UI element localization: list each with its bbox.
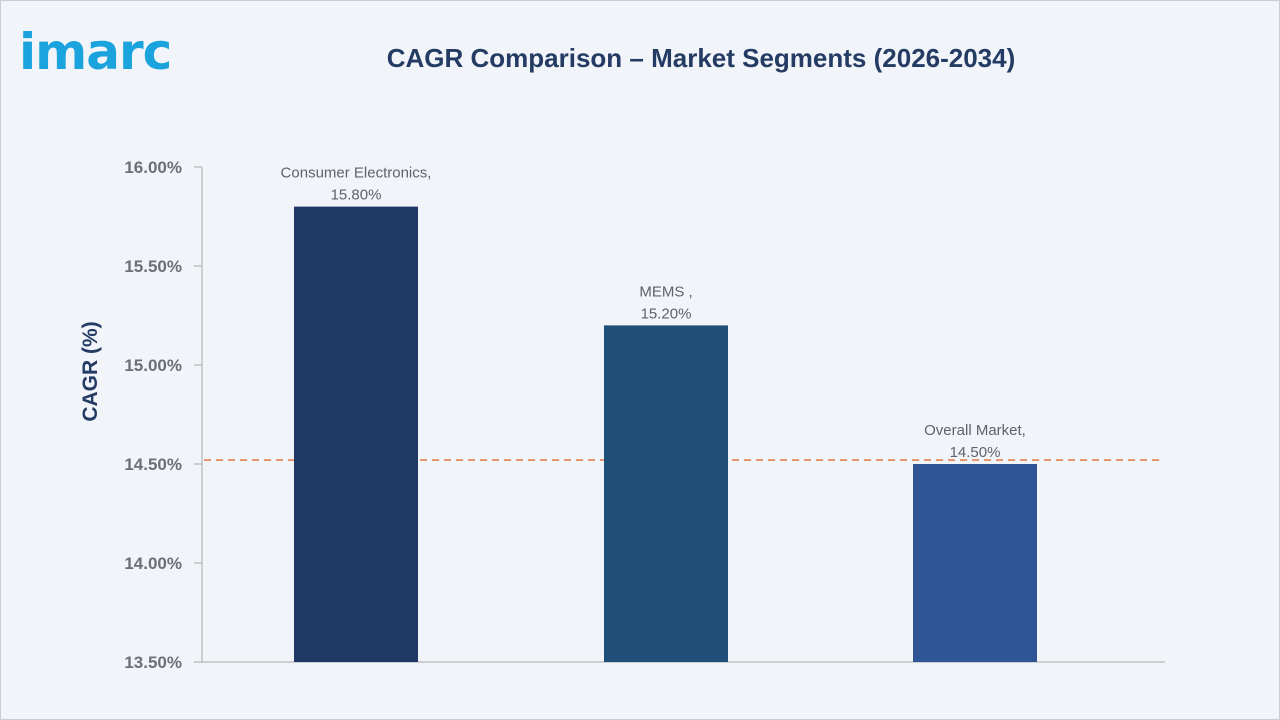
axes: 13.50% 14.00% 14.50% 15.00% 15.50% 16.00% — [124, 158, 1165, 672]
bar-data-label: MEMS , 15.20% — [639, 283, 692, 322]
bar-data-label: Overall Market, 14.50% — [924, 422, 1026, 461]
y-tick-label: 13.50% — [124, 653, 182, 672]
y-tick-label: 14.50% — [124, 455, 182, 474]
chart-title: CAGR Comparison – Market Segments (2026-… — [386, 43, 1016, 73]
y-tick-label: 14.00% — [124, 554, 182, 573]
bar-data-label: Consumer Electronics, 15.80% — [281, 165, 432, 204]
bars — [294, 206, 1037, 662]
imarc-logo: imarc — [19, 23, 172, 81]
y-tick-label: 15.00% — [124, 356, 182, 375]
data-labels: Consumer Electronics, 15.80% MEMS , 15.20% O… — [281, 165, 1026, 461]
bar — [604, 325, 728, 662]
y-tick-label: 16.00% — [124, 158, 182, 177]
y-tick-label: 15.50% — [124, 257, 182, 276]
bar — [913, 464, 1037, 662]
y-axis-label: CAGR (%) — [79, 321, 102, 421]
bar — [294, 206, 418, 662]
